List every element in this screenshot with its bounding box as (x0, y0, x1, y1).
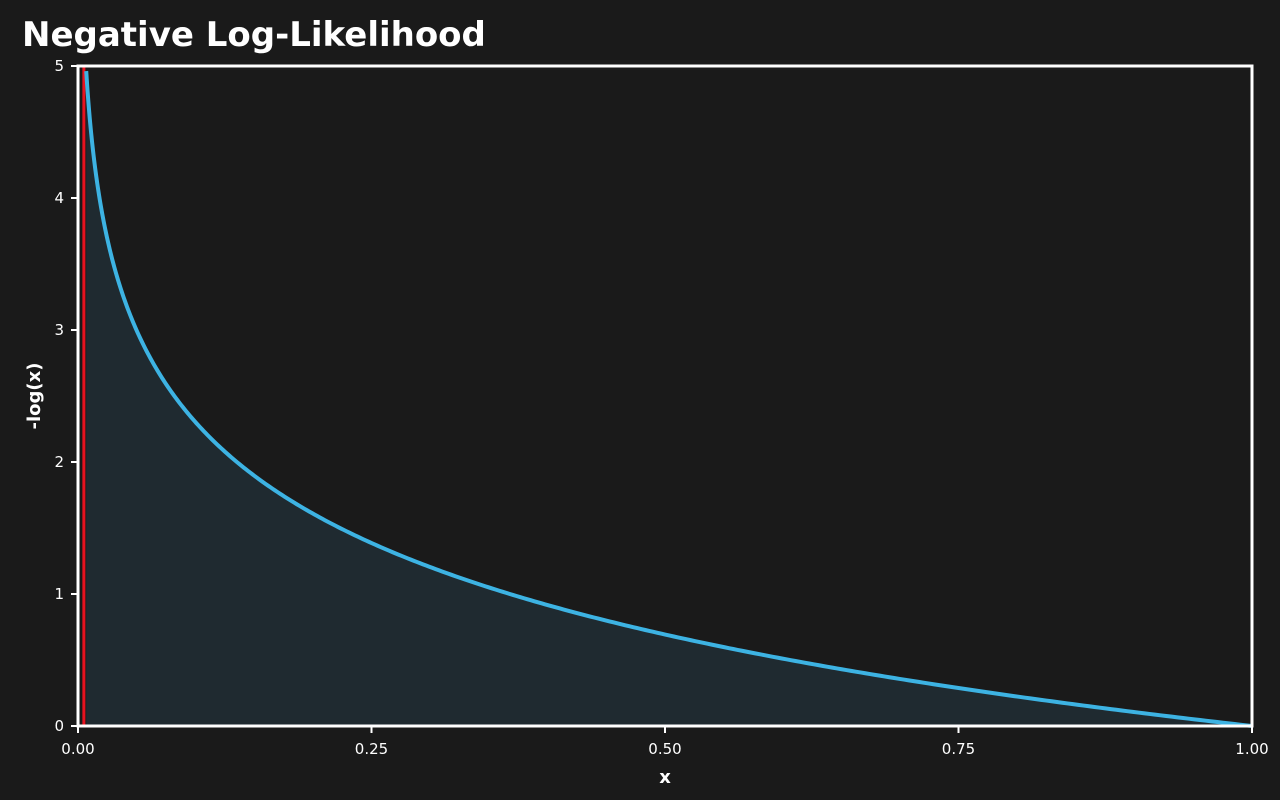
neg-log-curve (84, 69, 1253, 728)
y-tick-label: 2 (54, 453, 64, 471)
x-tick-label: 0.25 (355, 740, 388, 758)
y-axis-label: -log(x) (24, 363, 45, 430)
chart-title: Negative Log-Likelihood (22, 15, 486, 55)
x-tick-label: 1.00 (1235, 740, 1268, 758)
x-axis-label: x (659, 767, 671, 788)
y-tick-label: 0 (54, 717, 64, 735)
x-axis-ticks: 0.00 0.25 0.50 0.75 1.00 (61, 726, 1269, 758)
x-tick-label: 0.50 (648, 740, 681, 758)
y-tick-label: 3 (54, 321, 64, 339)
y-tick-label: 4 (54, 189, 64, 207)
y-tick-label: 1 (54, 585, 64, 603)
y-tick-label: 5 (54, 57, 64, 75)
x-tick-label: 0.00 (61, 740, 94, 758)
y-axis-ticks: 0 1 2 3 4 5 (54, 57, 78, 735)
area-fill (86, 71, 1253, 727)
plot-area (76, 64, 1254, 728)
x-tick-label: 0.75 (942, 740, 975, 758)
